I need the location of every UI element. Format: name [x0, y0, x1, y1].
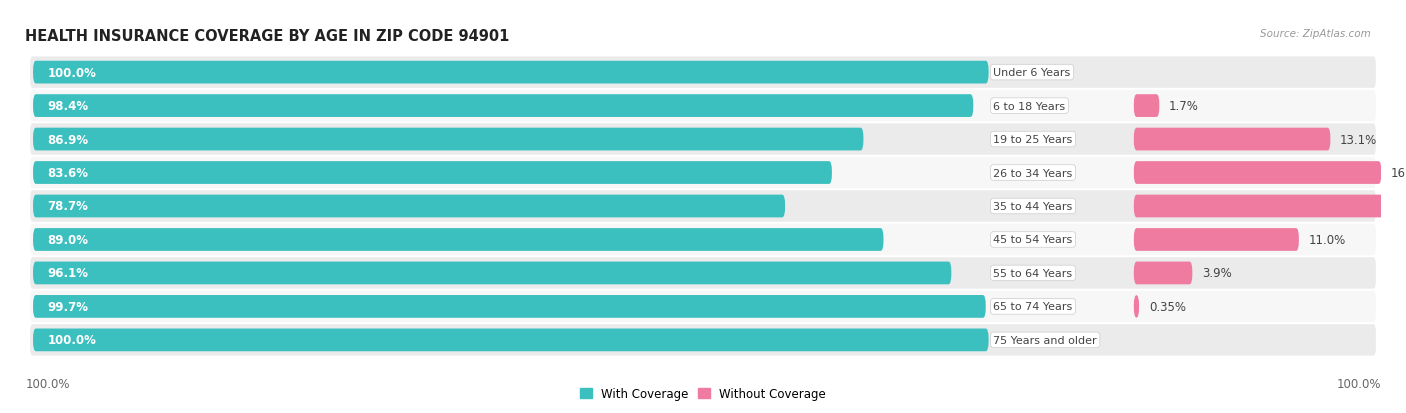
- Text: 98.4%: 98.4%: [48, 100, 89, 113]
- FancyBboxPatch shape: [30, 90, 1376, 122]
- FancyBboxPatch shape: [34, 95, 973, 118]
- Legend: With Coverage, Without Coverage: With Coverage, Without Coverage: [575, 382, 831, 405]
- Text: 26 to 34 Years: 26 to 34 Years: [994, 168, 1073, 178]
- FancyBboxPatch shape: [1133, 128, 1330, 151]
- FancyBboxPatch shape: [1133, 295, 1139, 318]
- Text: 100.0%: 100.0%: [48, 334, 97, 347]
- FancyBboxPatch shape: [34, 329, 988, 351]
- Text: 0.35%: 0.35%: [1149, 300, 1185, 313]
- Text: 78.7%: 78.7%: [48, 200, 89, 213]
- Text: 100.0%: 100.0%: [1336, 377, 1381, 390]
- FancyBboxPatch shape: [30, 124, 1376, 155]
- FancyBboxPatch shape: [34, 162, 832, 185]
- Text: 89.0%: 89.0%: [48, 233, 89, 247]
- FancyBboxPatch shape: [30, 57, 1376, 89]
- FancyBboxPatch shape: [34, 228, 883, 251]
- FancyBboxPatch shape: [34, 295, 986, 318]
- Text: 96.1%: 96.1%: [48, 267, 89, 280]
- Text: Source: ZipAtlas.com: Source: ZipAtlas.com: [1260, 29, 1371, 39]
- Text: 16.5%: 16.5%: [1391, 166, 1406, 180]
- FancyBboxPatch shape: [30, 224, 1376, 256]
- Text: 3.9%: 3.9%: [1202, 267, 1232, 280]
- FancyBboxPatch shape: [34, 62, 988, 84]
- Text: 100.0%: 100.0%: [48, 66, 97, 79]
- Text: 100.0%: 100.0%: [25, 377, 70, 390]
- Text: 6 to 18 Years: 6 to 18 Years: [994, 101, 1066, 112]
- Text: 11.0%: 11.0%: [1309, 233, 1346, 247]
- Text: HEALTH INSURANCE COVERAGE BY AGE IN ZIP CODE 94901: HEALTH INSURANCE COVERAGE BY AGE IN ZIP …: [25, 29, 510, 44]
- FancyBboxPatch shape: [1133, 95, 1160, 118]
- Text: 45 to 54 Years: 45 to 54 Years: [994, 235, 1073, 245]
- FancyBboxPatch shape: [1133, 162, 1382, 185]
- Text: 65 to 74 Years: 65 to 74 Years: [994, 301, 1073, 312]
- FancyBboxPatch shape: [30, 291, 1376, 323]
- Text: 99.7%: 99.7%: [48, 300, 89, 313]
- FancyBboxPatch shape: [1133, 262, 1192, 285]
- FancyBboxPatch shape: [30, 191, 1376, 222]
- FancyBboxPatch shape: [1133, 195, 1406, 218]
- Text: 83.6%: 83.6%: [48, 166, 89, 180]
- Text: 55 to 64 Years: 55 to 64 Years: [994, 268, 1073, 278]
- FancyBboxPatch shape: [34, 128, 863, 151]
- Text: 19 to 25 Years: 19 to 25 Years: [994, 135, 1073, 145]
- Text: Under 6 Years: Under 6 Years: [994, 68, 1071, 78]
- Text: 13.1%: 13.1%: [1340, 133, 1378, 146]
- Text: 1.7%: 1.7%: [1168, 100, 1199, 113]
- FancyBboxPatch shape: [34, 262, 952, 285]
- FancyBboxPatch shape: [1133, 228, 1299, 251]
- FancyBboxPatch shape: [30, 258, 1376, 289]
- Text: 75 Years and older: 75 Years and older: [994, 335, 1097, 345]
- FancyBboxPatch shape: [30, 157, 1376, 189]
- Text: 35 to 44 Years: 35 to 44 Years: [994, 202, 1073, 211]
- Text: 86.9%: 86.9%: [48, 133, 89, 146]
- FancyBboxPatch shape: [30, 324, 1376, 356]
- FancyBboxPatch shape: [34, 195, 785, 218]
